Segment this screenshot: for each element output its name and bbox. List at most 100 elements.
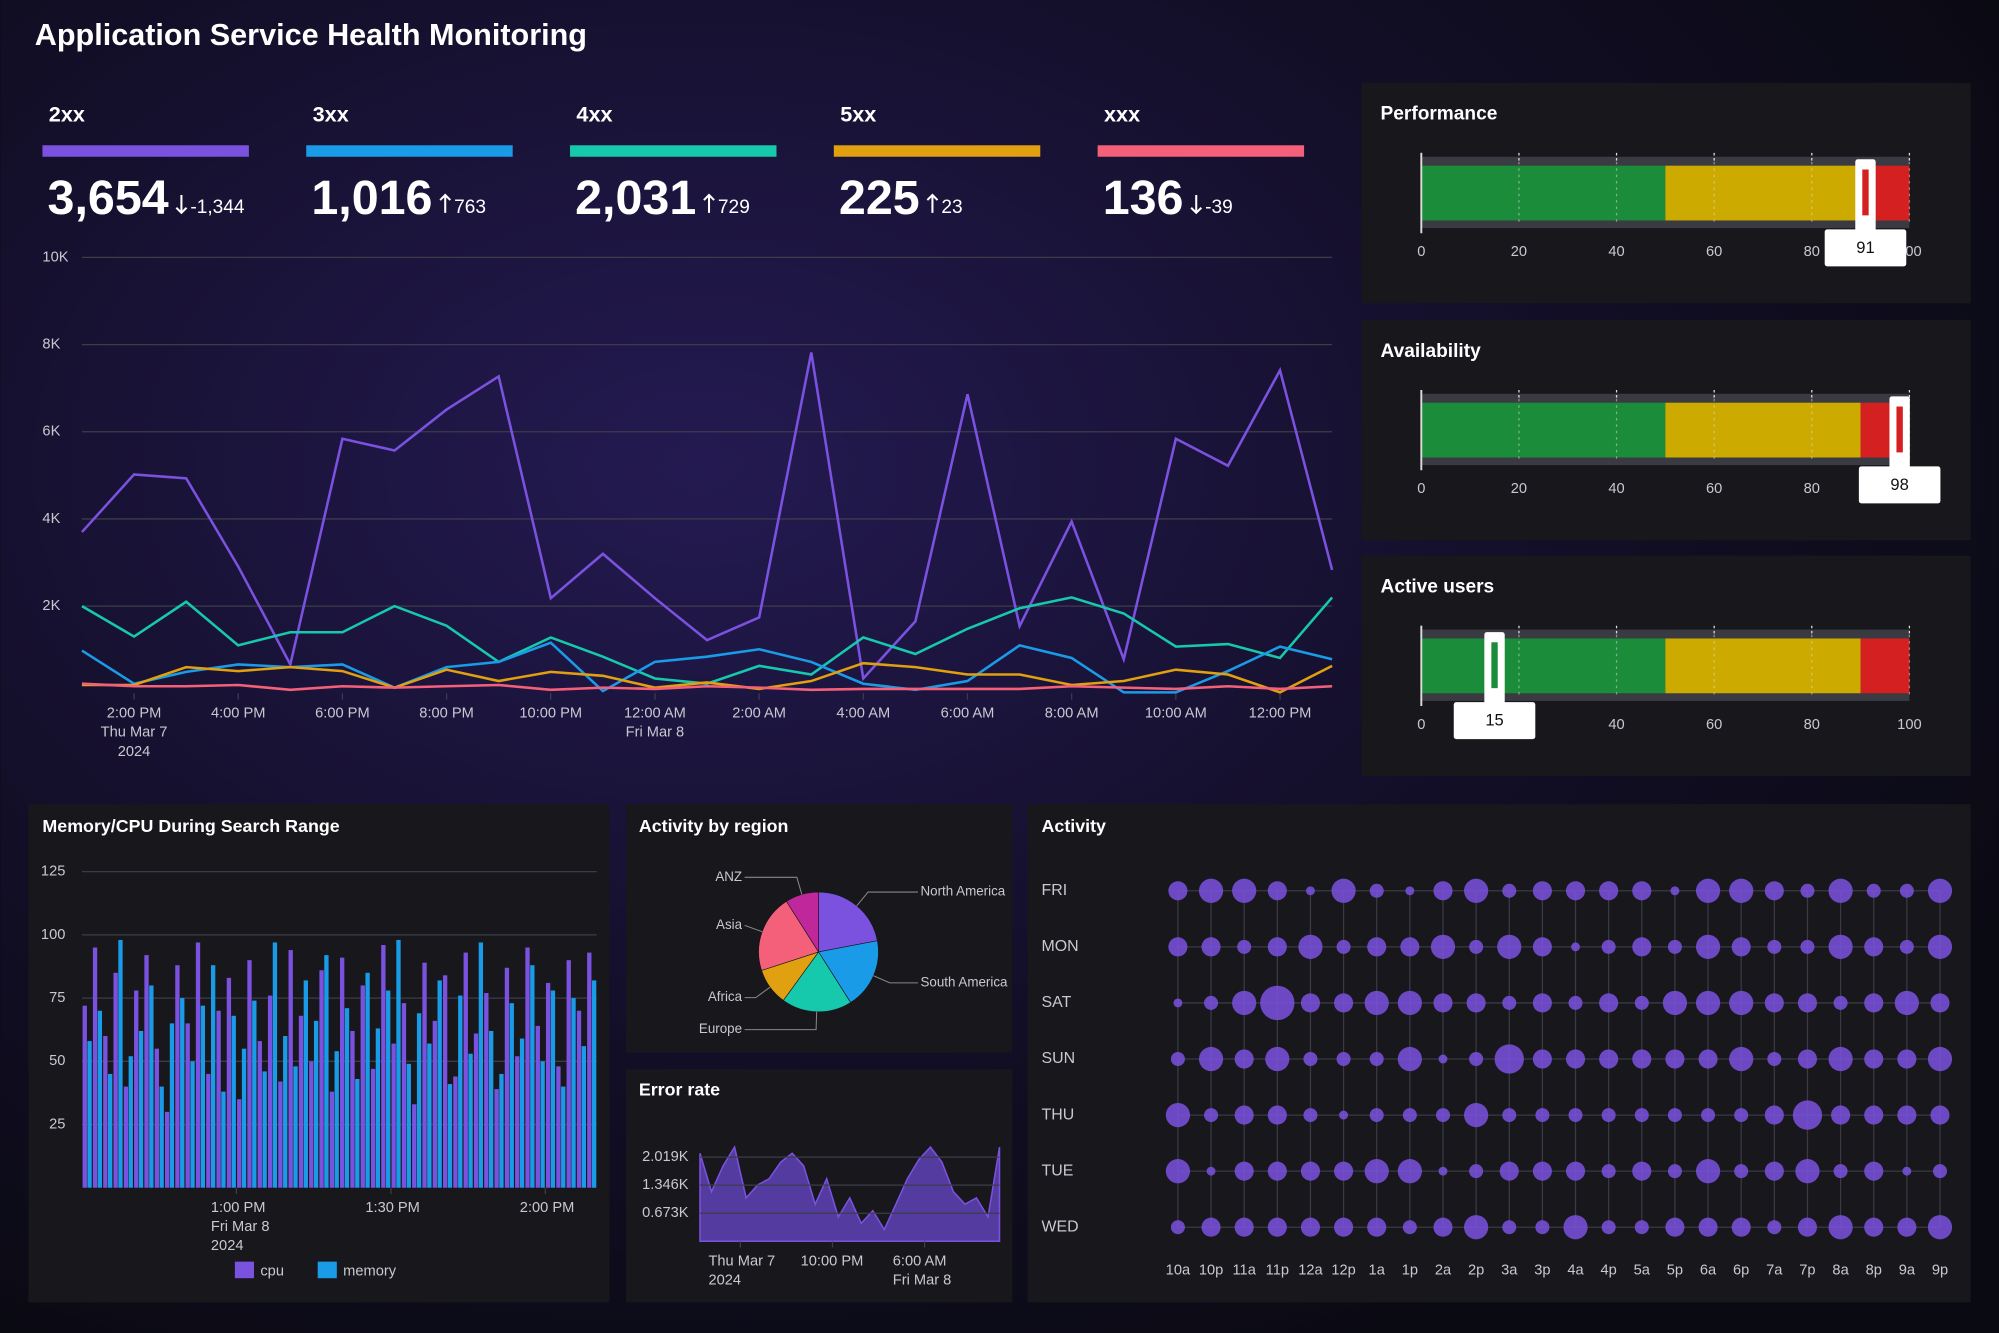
bar [370, 1068, 376, 1188]
bubble [1170, 1220, 1185, 1235]
bubble [1369, 1108, 1384, 1123]
bar [504, 967, 510, 1188]
bar [200, 1005, 206, 1188]
x-tick-label: 60 [1706, 481, 1722, 497]
kpi-label: 5xx [840, 102, 876, 127]
line-series [81, 661, 1333, 694]
bubble [1634, 995, 1649, 1010]
bubble [1927, 878, 1953, 903]
bubble [1565, 1049, 1586, 1069]
bubble [1634, 1108, 1649, 1123]
leader-line [744, 1011, 818, 1031]
x-tick-label: 2024 [211, 1238, 244, 1254]
bubble [1168, 937, 1188, 957]
bubble [1433, 993, 1453, 1013]
bubble [1469, 1164, 1484, 1179]
bar [278, 1081, 283, 1188]
bubble [1698, 1217, 1718, 1237]
bubble [1731, 1217, 1751, 1237]
panel-title: Activity [1042, 816, 1106, 836]
leader-line [873, 975, 918, 984]
bubble [1831, 1105, 1851, 1125]
bubble [1502, 995, 1517, 1010]
kpi-color-bar [1097, 145, 1305, 157]
bubble [1435, 1108, 1450, 1123]
x-tick-label: 2:00 PM [520, 1200, 575, 1216]
x-tick-label: 4a [1567, 1262, 1584, 1278]
kpi-label: 3xx [313, 102, 349, 127]
pie-label: Africa [708, 989, 743, 1004]
x-tick-label: 6:00 AM [893, 1254, 947, 1270]
bubble [1305, 886, 1315, 896]
bubble [1571, 942, 1580, 952]
bubble [1833, 1164, 1848, 1179]
bubble [1502, 1108, 1517, 1123]
value-box [1453, 702, 1536, 740]
bubble [1797, 1217, 1818, 1237]
bar [185, 1023, 190, 1188]
bubble [1927, 1046, 1953, 1072]
bar [422, 962, 427, 1188]
pie-slice [782, 951, 852, 1013]
bubble [1632, 937, 1652, 957]
bubble [1902, 1166, 1912, 1176]
bubble [1438, 1166, 1448, 1176]
bar [416, 1013, 422, 1188]
kpi-value: 136 [1103, 171, 1184, 225]
bubble [1864, 937, 1884, 957]
bubble [1729, 1046, 1754, 1072]
bubble [1170, 1051, 1185, 1067]
bar [561, 1086, 566, 1188]
x-tick-label: 8:00 AM [1045, 706, 1099, 722]
bubble [1267, 1161, 1287, 1181]
x-tick-label: 4:00 AM [836, 706, 890, 722]
gauge-band [1421, 402, 1666, 458]
bar [210, 965, 216, 1188]
bar [437, 980, 442, 1188]
kpi-color-bar [42, 145, 249, 157]
bar [525, 947, 530, 1188]
x-tick-label: 9p [1932, 1262, 1948, 1278]
y-tick-label: 2.019K [642, 1149, 689, 1165]
bar [365, 972, 370, 1188]
bar [103, 1036, 108, 1188]
y-tick-label: SAT [1042, 994, 1072, 1011]
bar [344, 1008, 350, 1188]
y-tick-label: 6K [42, 424, 60, 440]
x-tick-label: 3p [1534, 1262, 1550, 1278]
y-tick-label: MON [1042, 938, 1079, 955]
value-label: 91 [1856, 238, 1874, 257]
bubble [1828, 878, 1853, 903]
x-tick-label: 80 [1804, 717, 1820, 733]
bar [324, 955, 329, 1188]
x-tick-label: 1:00 PM [211, 1200, 266, 1216]
bar [272, 942, 278, 1188]
bar [113, 972, 118, 1188]
x-tick-label: 5a [1634, 1262, 1651, 1278]
bubble [1800, 883, 1815, 898]
bubble [1764, 1161, 1784, 1181]
bubble [1234, 1217, 1254, 1237]
x-tick-label: 3a [1501, 1262, 1518, 1278]
x-tick-label: 40 [1608, 244, 1624, 260]
bar [478, 942, 484, 1188]
bar [231, 1015, 236, 1188]
gauge-band [1665, 165, 1861, 221]
x-tick-label: 2:00 PM [107, 706, 162, 722]
leader-line [744, 925, 763, 933]
x-tick-label: 5p [1667, 1262, 1683, 1278]
x-tick-label: 10:00 PM [801, 1254, 864, 1270]
bubble [1695, 1159, 1721, 1184]
bubble [1897, 1217, 1917, 1237]
bar [154, 1048, 159, 1188]
bubble [1303, 1108, 1318, 1123]
x-tick-label: 1a [1369, 1262, 1386, 1278]
bubble [1767, 1220, 1782, 1235]
y-tick-label: 0.673K [642, 1205, 689, 1221]
x-tick-label: 20 [1511, 481, 1527, 497]
bubble [1828, 934, 1853, 959]
bar [453, 1076, 458, 1188]
x-tick-label: 0 [1417, 481, 1425, 497]
bar [169, 1023, 175, 1188]
bar [499, 1073, 504, 1188]
